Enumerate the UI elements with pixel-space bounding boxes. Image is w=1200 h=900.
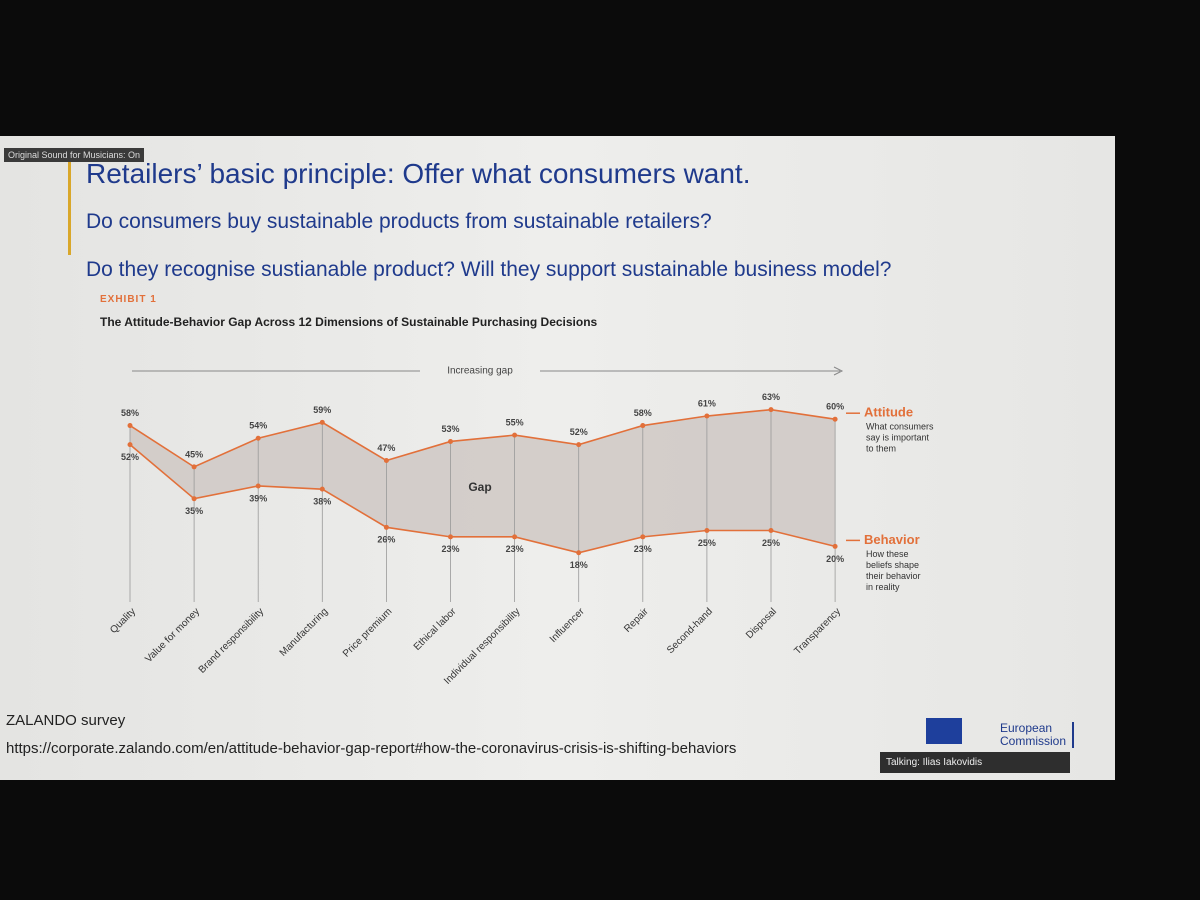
source-url: https://corporate.zalando.com/en/attitud… — [6, 740, 737, 757]
question: Do they recognise sustianable product? W… — [86, 258, 892, 281]
logo-text: European Commission — [1000, 721, 1075, 748]
data-label: 58% — [634, 408, 652, 418]
data-label: 23% — [506, 544, 524, 554]
data-label: 45% — [185, 449, 203, 459]
eu-flag — [926, 718, 962, 744]
point — [383, 458, 389, 464]
point — [832, 416, 838, 422]
source: ZALANDO survey — [6, 712, 126, 729]
data-label: 39% — [249, 493, 267, 503]
series-line — [129, 444, 836, 554]
data-label: 23% — [441, 544, 459, 554]
point — [319, 419, 325, 425]
logo-line: European — [1000, 721, 1053, 735]
point — [576, 442, 582, 448]
data-label: 38% — [313, 497, 331, 507]
data-label: 25% — [698, 538, 716, 548]
data-label: 47% — [377, 443, 395, 453]
data-label: 53% — [441, 424, 459, 434]
x-tick-label: Disposal — [744, 606, 779, 641]
data-label: 55% — [506, 417, 524, 427]
point — [512, 534, 518, 540]
data-label: 52% — [121, 452, 139, 462]
data-label: 52% — [570, 427, 588, 437]
legend-description: to them — [866, 444, 896, 454]
x-tick-label: Repair — [622, 606, 651, 635]
point — [640, 423, 646, 429]
slide-title: Retailers’ basic principle: Offer what c… — [86, 158, 751, 189]
series-line — [129, 408, 836, 468]
point — [127, 442, 133, 448]
data-label: 54% — [249, 421, 267, 431]
point — [704, 413, 710, 419]
data-label: 63% — [762, 392, 780, 402]
accent-bar — [68, 150, 71, 255]
data-label: 18% — [570, 560, 588, 570]
data-label: 20% — [826, 554, 844, 564]
point — [832, 543, 838, 549]
point — [383, 524, 389, 530]
legend-description: in reality — [866, 582, 900, 592]
data-label: 60% — [826, 402, 844, 412]
legend-description: beliefs shape — [866, 560, 919, 570]
point — [127, 423, 133, 429]
point — [576, 550, 582, 556]
point — [768, 407, 774, 413]
x-tick-label: Value for money — [143, 606, 202, 665]
x-tick-label: Price premium — [341, 606, 394, 659]
point — [191, 464, 197, 470]
arrow-head — [833, 366, 844, 376]
sound-status: Original Sound for Musicians: On — [4, 148, 145, 162]
legend-description: say is important — [866, 433, 930, 443]
point — [704, 528, 710, 533]
trend-annotation: Increasing gap — [447, 366, 513, 377]
gap-annotation: Gap — [468, 480, 491, 494]
legend-description: What consumers — [866, 422, 934, 432]
point — [255, 435, 261, 441]
point — [640, 534, 646, 540]
gap-area — [130, 409, 836, 553]
legend-description: How these — [866, 549, 909, 559]
talking-indicator: Talking: Ilias Iakovidis — [880, 752, 1070, 773]
question: Do consumers buy sustainable products fr… — [86, 210, 712, 233]
exhibit-label: EXHIBIT 1 — [100, 294, 157, 305]
point — [448, 534, 453, 540]
point — [319, 486, 325, 492]
x-tick-label: Manufacturing — [278, 606, 331, 659]
x-tick-label: Quality — [108, 606, 138, 636]
x-tick-label: Ethical labor — [412, 606, 459, 653]
x-tick-label: Influencer — [548, 606, 587, 645]
x-tick-label: Brand responsibility — [197, 606, 266, 675]
chart-title: The Attitude-Behavior Gap Across 12 Dime… — [100, 315, 598, 329]
x-tick-label: Second-hand — [665, 606, 715, 656]
point — [768, 528, 774, 533]
data-label: 61% — [698, 398, 716, 408]
legend-description: their behavior — [866, 571, 921, 581]
point — [512, 432, 518, 438]
x-tick-label: Transparency — [792, 606, 843, 657]
point — [255, 483, 261, 489]
data-label: 25% — [762, 538, 780, 548]
data-label: 23% — [634, 544, 652, 554]
legend-label: Behavior — [864, 532, 920, 547]
data-label: 58% — [121, 408, 139, 418]
data-label: 26% — [377, 535, 395, 545]
legend-label: Attitude — [864, 405, 913, 420]
data-label: 59% — [313, 405, 331, 415]
data-label: 35% — [185, 506, 203, 516]
point — [191, 496, 197, 502]
logo-line: Commission — [1000, 734, 1067, 748]
point — [448, 438, 453, 444]
